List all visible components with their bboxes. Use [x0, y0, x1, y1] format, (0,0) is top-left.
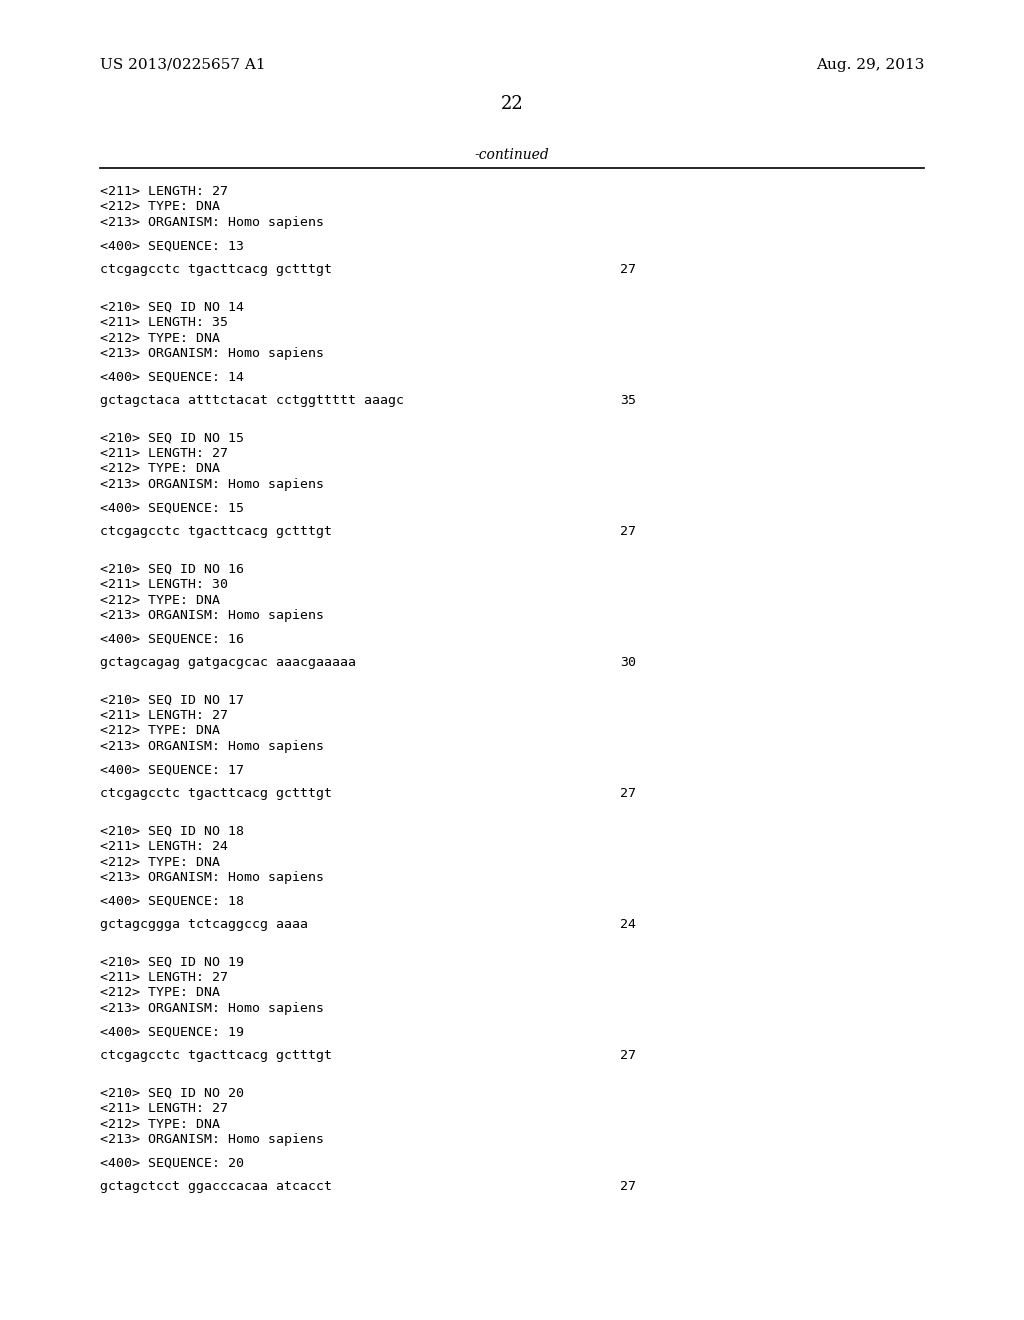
Text: <212> TYPE: DNA: <212> TYPE: DNA [100, 1118, 220, 1130]
Text: <211> LENGTH: 27: <211> LENGTH: 27 [100, 972, 228, 983]
Text: <400> SEQUENCE: 19: <400> SEQUENCE: 19 [100, 1026, 244, 1039]
Text: <210> SEQ ID NO 19: <210> SEQ ID NO 19 [100, 956, 244, 969]
Text: <210> SEQ ID NO 18: <210> SEQ ID NO 18 [100, 825, 244, 837]
Text: <210> SEQ ID NO 17: <210> SEQ ID NO 17 [100, 693, 244, 706]
Text: <210> SEQ ID NO 16: <210> SEQ ID NO 16 [100, 562, 244, 576]
Text: <400> SEQUENCE: 16: <400> SEQUENCE: 16 [100, 632, 244, 645]
Text: -continued: -continued [475, 148, 549, 162]
Text: gctagcagag gatgacgcac aaacgaaaaa: gctagcagag gatgacgcac aaacgaaaaa [100, 656, 356, 669]
Text: <210> SEQ ID NO 14: <210> SEQ ID NO 14 [100, 301, 244, 314]
Text: gctagctcct ggacccacaa atcacct: gctagctcct ggacccacaa atcacct [100, 1180, 332, 1193]
Text: Aug. 29, 2013: Aug. 29, 2013 [816, 58, 924, 73]
Text: gctagctaca atttctacat cctggttttt aaagc: gctagctaca atttctacat cctggttttt aaagc [100, 393, 404, 407]
Text: <213> ORGANISM: Homo sapiens: <213> ORGANISM: Homo sapiens [100, 609, 324, 622]
Text: <211> LENGTH: 35: <211> LENGTH: 35 [100, 315, 228, 329]
Text: <211> LENGTH: 24: <211> LENGTH: 24 [100, 840, 228, 853]
Text: 27: 27 [620, 1049, 636, 1063]
Text: <213> ORGANISM: Homo sapiens: <213> ORGANISM: Homo sapiens [100, 741, 324, 752]
Text: ctcgagcctc tgacttcacg gctttgt: ctcgagcctc tgacttcacg gctttgt [100, 263, 332, 276]
Text: <212> TYPE: DNA: <212> TYPE: DNA [100, 986, 220, 999]
Text: <212> TYPE: DNA: <212> TYPE: DNA [100, 594, 220, 606]
Text: <212> TYPE: DNA: <212> TYPE: DNA [100, 331, 220, 345]
Text: 24: 24 [620, 917, 636, 931]
Text: <400> SEQUENCE: 14: <400> SEQUENCE: 14 [100, 371, 244, 384]
Text: <211> LENGTH: 30: <211> LENGTH: 30 [100, 578, 228, 591]
Text: 27: 27 [620, 787, 636, 800]
Text: <211> LENGTH: 27: <211> LENGTH: 27 [100, 709, 228, 722]
Text: <400> SEQUENCE: 15: <400> SEQUENCE: 15 [100, 502, 244, 515]
Text: 30: 30 [620, 656, 636, 669]
Text: <212> TYPE: DNA: <212> TYPE: DNA [100, 725, 220, 738]
Text: <400> SEQUENCE: 20: <400> SEQUENCE: 20 [100, 1156, 244, 1170]
Text: <210> SEQ ID NO 15: <210> SEQ ID NO 15 [100, 432, 244, 445]
Text: <212> TYPE: DNA: <212> TYPE: DNA [100, 855, 220, 869]
Text: <213> ORGANISM: Homo sapiens: <213> ORGANISM: Homo sapiens [100, 478, 324, 491]
Text: 22: 22 [501, 95, 523, 114]
Text: <213> ORGANISM: Homo sapiens: <213> ORGANISM: Homo sapiens [100, 871, 324, 884]
Text: <212> TYPE: DNA: <212> TYPE: DNA [100, 462, 220, 475]
Text: <211> LENGTH: 27: <211> LENGTH: 27 [100, 447, 228, 459]
Text: ctcgagcctc tgacttcacg gctttgt: ctcgagcctc tgacttcacg gctttgt [100, 787, 332, 800]
Text: 27: 27 [620, 263, 636, 276]
Text: <213> ORGANISM: Homo sapiens: <213> ORGANISM: Homo sapiens [100, 347, 324, 360]
Text: 35: 35 [620, 393, 636, 407]
Text: US 2013/0225657 A1: US 2013/0225657 A1 [100, 58, 265, 73]
Text: <400> SEQUENCE: 17: <400> SEQUENCE: 17 [100, 763, 244, 776]
Text: <400> SEQUENCE: 18: <400> SEQUENCE: 18 [100, 895, 244, 908]
Text: <210> SEQ ID NO 20: <210> SEQ ID NO 20 [100, 1086, 244, 1100]
Text: ctcgagcctc tgacttcacg gctttgt: ctcgagcctc tgacttcacg gctttgt [100, 1049, 332, 1063]
Text: 27: 27 [620, 525, 636, 539]
Text: <211> LENGTH: 27: <211> LENGTH: 27 [100, 1102, 228, 1115]
Text: <213> ORGANISM: Homo sapiens: <213> ORGANISM: Homo sapiens [100, 216, 324, 228]
Text: ctcgagcctc tgacttcacg gctttgt: ctcgagcctc tgacttcacg gctttgt [100, 525, 332, 539]
Text: <400> SEQUENCE: 13: <400> SEQUENCE: 13 [100, 239, 244, 252]
Text: <211> LENGTH: 27: <211> LENGTH: 27 [100, 185, 228, 198]
Text: 27: 27 [620, 1180, 636, 1193]
Text: <213> ORGANISM: Homo sapiens: <213> ORGANISM: Homo sapiens [100, 1002, 324, 1015]
Text: <212> TYPE: DNA: <212> TYPE: DNA [100, 201, 220, 214]
Text: <213> ORGANISM: Homo sapiens: <213> ORGANISM: Homo sapiens [100, 1133, 324, 1146]
Text: gctagcggga tctcaggccg aaaa: gctagcggga tctcaggccg aaaa [100, 917, 308, 931]
